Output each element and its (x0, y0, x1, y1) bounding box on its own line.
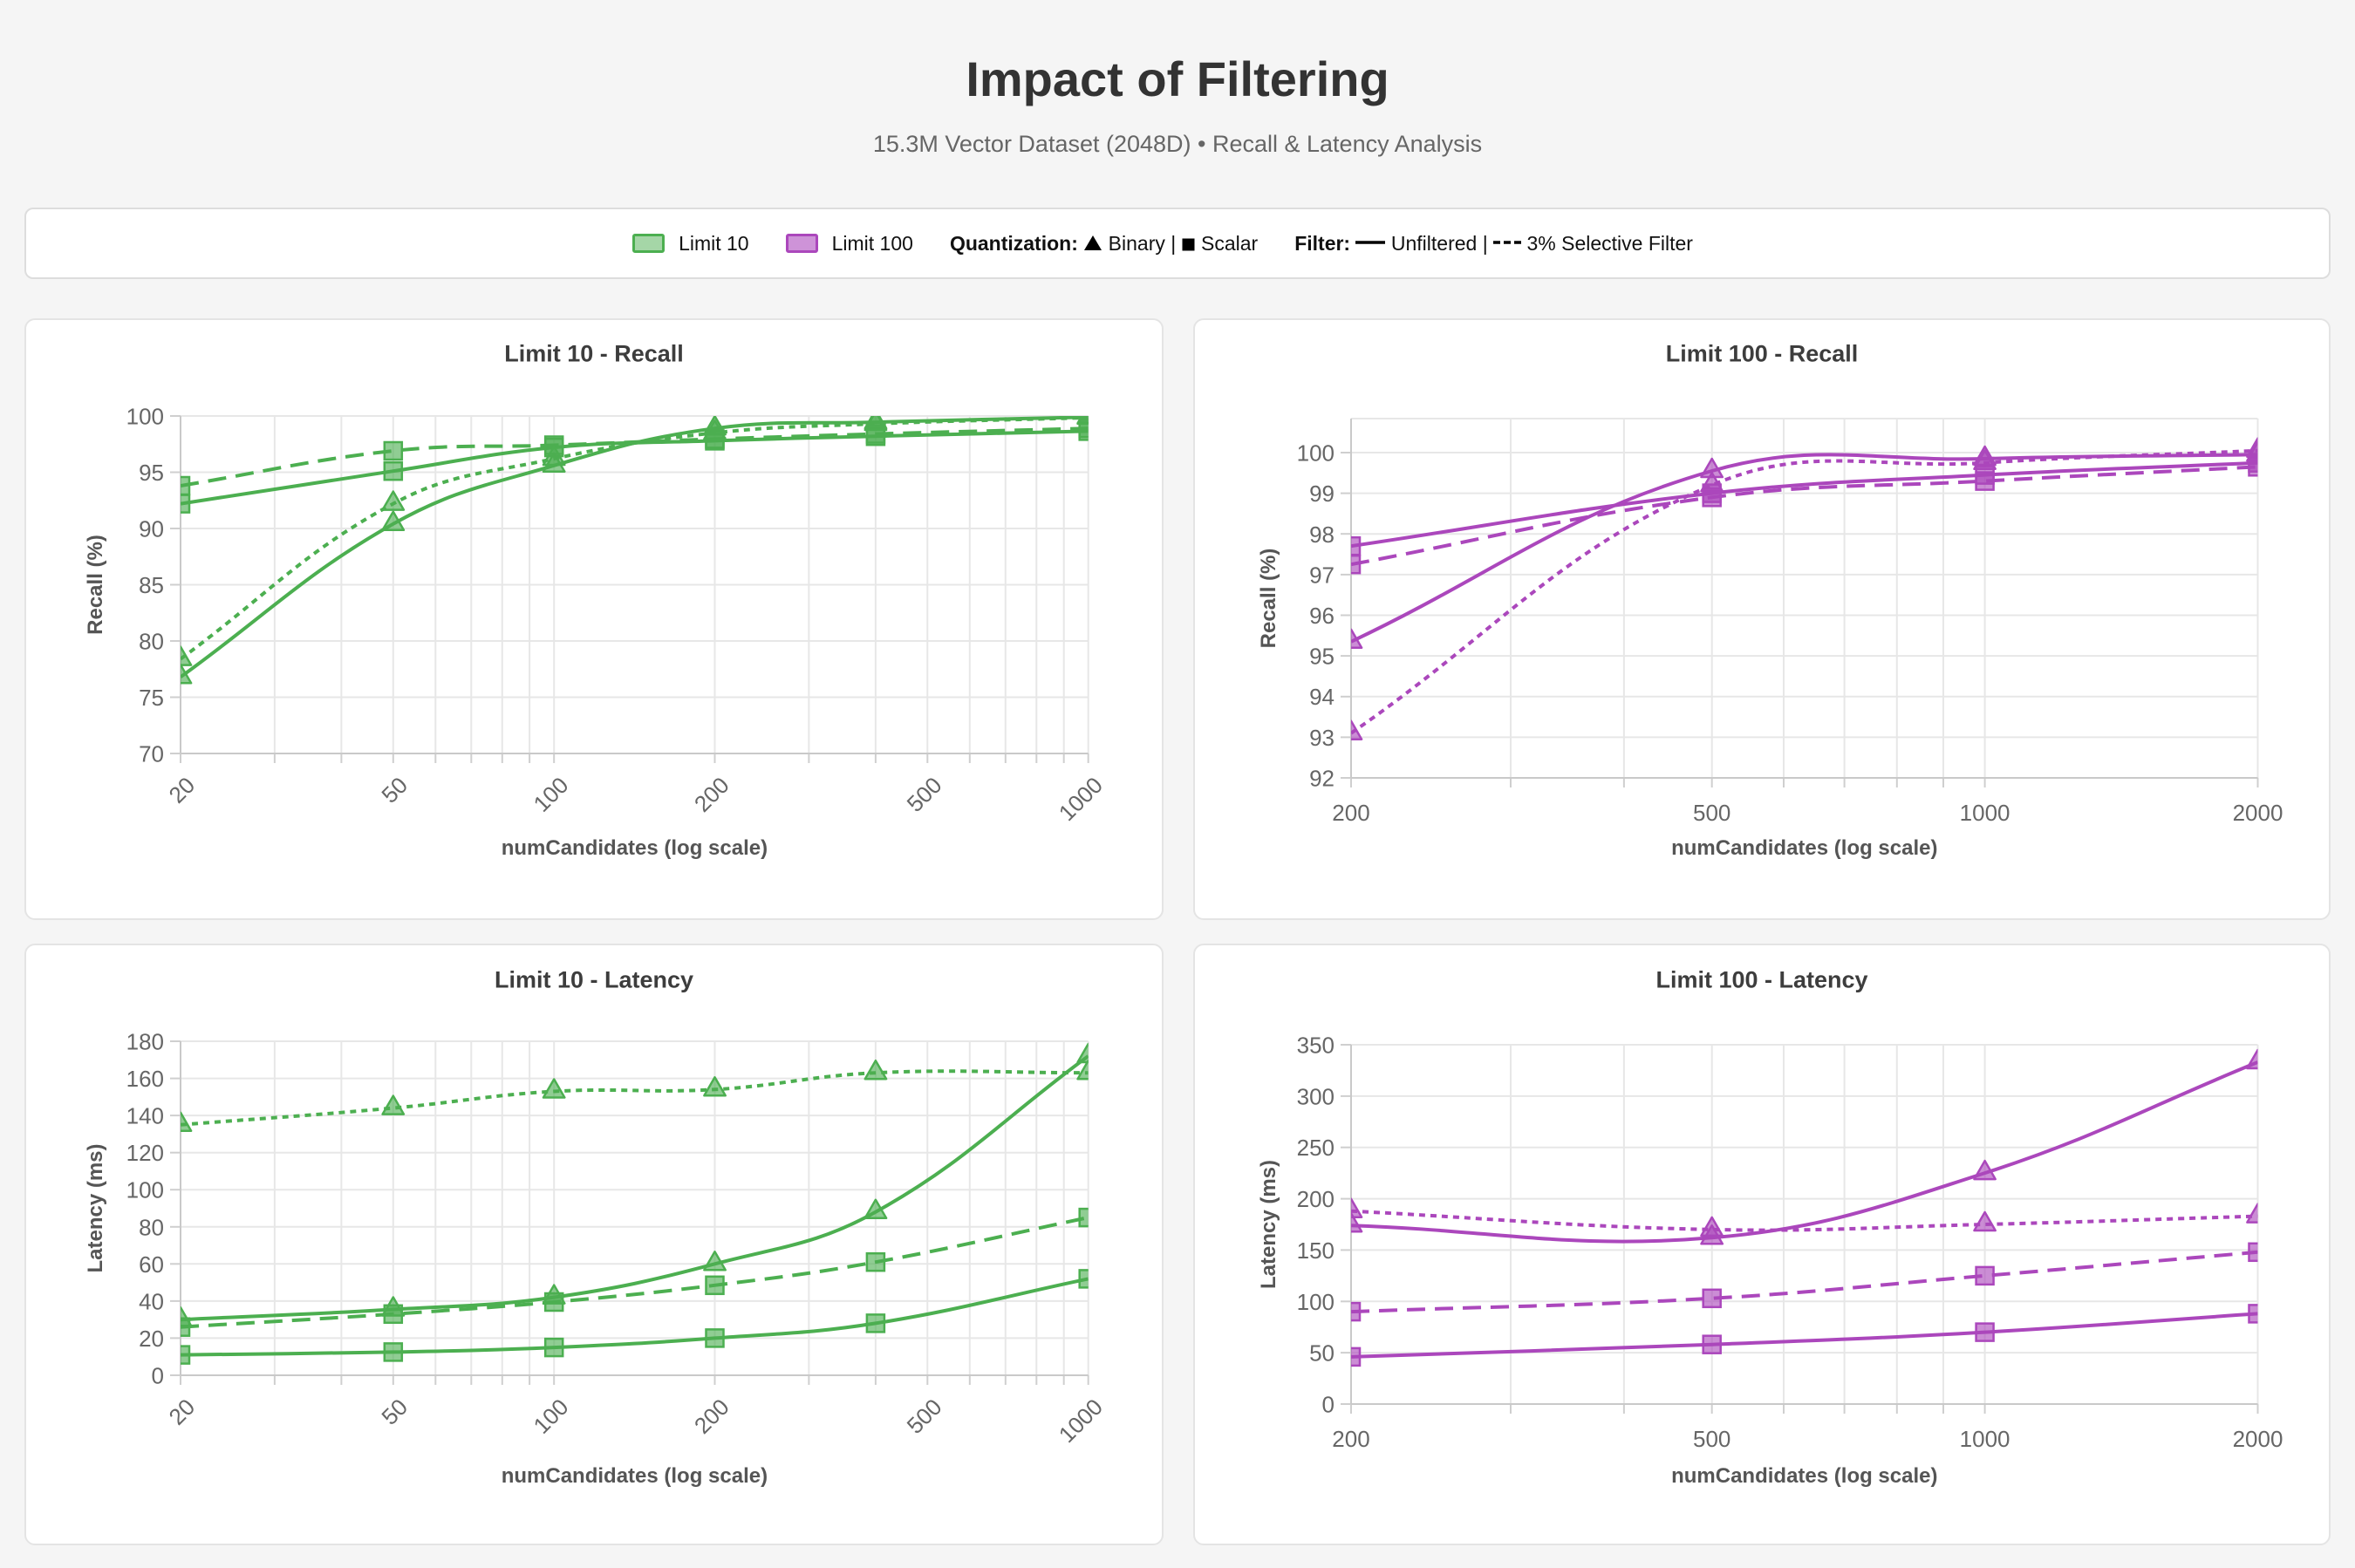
svg-text:150: 150 (1297, 1237, 1334, 1264)
svg-text:200: 200 (689, 772, 734, 817)
svg-text:2000: 2000 (2233, 1426, 2283, 1452)
svg-text:1000: 1000 (1960, 800, 2010, 826)
svg-text:50: 50 (376, 1394, 413, 1430)
svg-text:40: 40 (139, 1288, 164, 1314)
svg-text:Latency (ms): Latency (ms) (1257, 1160, 1280, 1289)
svg-text:350: 350 (1297, 1033, 1334, 1059)
svg-text:Limit 10 - Recall: Limit 10 - Recall (504, 341, 684, 367)
svg-text:200: 200 (1332, 800, 1369, 826)
svg-text:500: 500 (902, 1394, 947, 1439)
svg-text:numCandidates (log scale): numCandidates (log scale) (1671, 1464, 1937, 1488)
svg-text:300: 300 (1297, 1083, 1334, 1109)
svg-text:200: 200 (1297, 1186, 1334, 1212)
svg-text:1000: 1000 (1054, 1394, 1108, 1448)
svg-text:200: 200 (689, 1394, 734, 1439)
svg-text:60: 60 (139, 1251, 164, 1278)
svg-text:0: 0 (1322, 1392, 1334, 1418)
svg-text:70: 70 (139, 741, 164, 767)
svg-text:Recall (%): Recall (%) (1257, 549, 1280, 649)
svg-text:98: 98 (1309, 522, 1334, 548)
svg-text:Limit 10 - Latency: Limit 10 - Latency (495, 967, 693, 993)
svg-text:180: 180 (126, 1029, 164, 1055)
svg-text:200: 200 (1332, 1426, 1369, 1452)
svg-text:Limit 100 - Latency: Limit 100 - Latency (1655, 967, 1867, 993)
svg-text:140: 140 (126, 1103, 164, 1129)
svg-text:numCandidates (log scale): numCandidates (log scale) (1671, 836, 1937, 860)
svg-text:2000: 2000 (2233, 800, 2283, 826)
svg-text:Recall (%): Recall (%) (84, 535, 107, 635)
svg-text:120: 120 (126, 1140, 164, 1166)
svg-text:500: 500 (1693, 1426, 1730, 1452)
svg-text:500: 500 (902, 772, 947, 817)
svg-text:85: 85 (139, 572, 164, 598)
svg-text:100: 100 (1297, 1289, 1334, 1315)
svg-text:50: 50 (376, 772, 413, 808)
svg-text:1000: 1000 (1054, 772, 1108, 826)
svg-text:160: 160 (126, 1066, 164, 1092)
svg-text:100: 100 (1297, 440, 1334, 467)
svg-text:250: 250 (1297, 1135, 1334, 1161)
svg-text:50: 50 (1309, 1340, 1334, 1367)
svg-text:90: 90 (139, 516, 164, 542)
svg-text:100: 100 (126, 404, 164, 430)
svg-text:95: 95 (139, 460, 164, 486)
svg-text:Limit 100 - Recall: Limit 100 - Recall (1666, 341, 1859, 367)
svg-text:96: 96 (1309, 603, 1334, 629)
svg-text:100: 100 (126, 1177, 164, 1203)
svg-text:80: 80 (139, 1214, 164, 1240)
svg-text:20: 20 (164, 1394, 201, 1430)
svg-text:97: 97 (1309, 562, 1334, 588)
svg-text:94: 94 (1309, 684, 1334, 710)
svg-text:93: 93 (1309, 725, 1334, 751)
svg-text:1000: 1000 (1960, 1426, 2010, 1452)
svg-text:95: 95 (1309, 644, 1334, 670)
svg-text:99: 99 (1309, 481, 1334, 507)
svg-text:92: 92 (1309, 766, 1334, 792)
svg-text:80: 80 (139, 629, 164, 655)
svg-text:500: 500 (1693, 800, 1730, 826)
svg-text:100: 100 (529, 1394, 574, 1439)
svg-text:75: 75 (139, 685, 164, 711)
svg-text:100: 100 (529, 772, 574, 817)
svg-text:0: 0 (152, 1363, 164, 1389)
svg-text:Latency (ms): Latency (ms) (84, 1143, 107, 1272)
svg-text:20: 20 (139, 1326, 164, 1352)
svg-text:numCandidates (log scale): numCandidates (log scale) (502, 1464, 768, 1488)
svg-text:20: 20 (164, 772, 201, 808)
svg-text:numCandidates (log scale): numCandidates (log scale) (502, 836, 768, 860)
